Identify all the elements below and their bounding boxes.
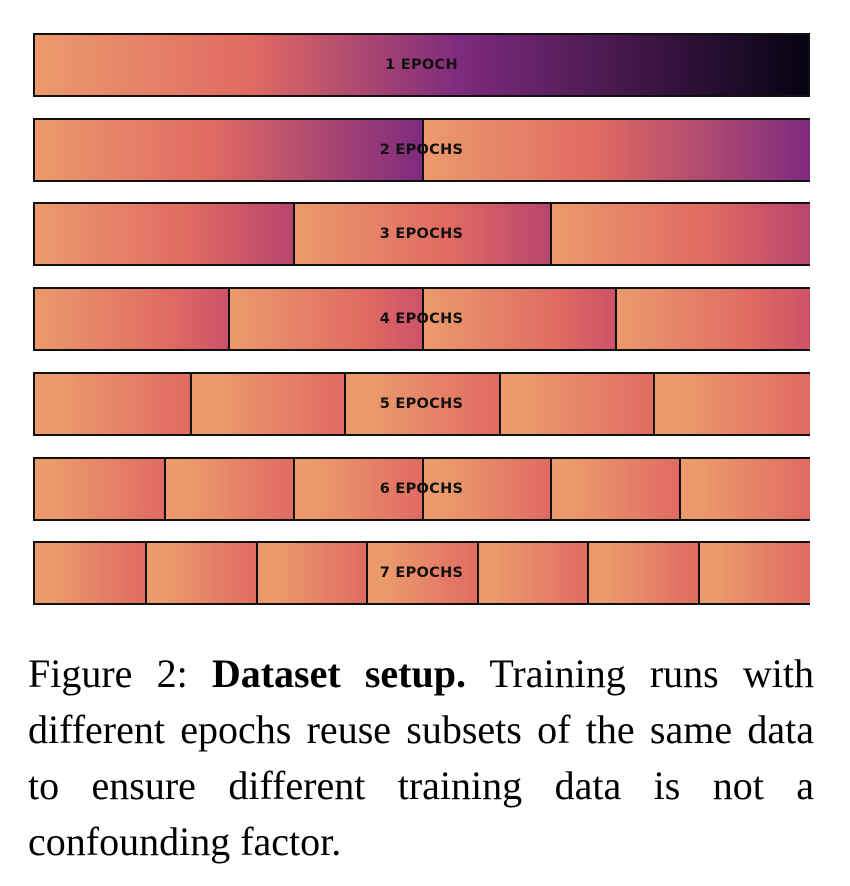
epoch-segment bbox=[35, 543, 146, 604]
epoch-segment bbox=[189, 373, 347, 434]
epoch-segment bbox=[35, 204, 293, 265]
epoch-segment bbox=[498, 373, 656, 434]
epoch-segment bbox=[366, 543, 479, 604]
epoch-bar-5: 5 EPOCHS bbox=[33, 371, 810, 436]
epoch-bar-3: 3 EPOCHS bbox=[33, 202, 810, 267]
epoch-segment bbox=[145, 543, 258, 604]
epoch-segment bbox=[550, 458, 682, 519]
epoch-segment bbox=[476, 543, 590, 604]
epoch-segment bbox=[421, 289, 617, 350]
epoch-bar-4: 4 EPOCHS bbox=[33, 287, 810, 352]
epoch-segment bbox=[35, 458, 164, 519]
caption-text: Training runs with different epochs reus… bbox=[28, 651, 815, 864]
epoch-segment bbox=[292, 458, 424, 519]
epoch-segment bbox=[421, 458, 553, 519]
dataset-setup-figure: 1 EPOCH 2 EPOCHS 3 EPOCHS 4 EPOCHS 5 EPOCHS 6… bbox=[33, 33, 811, 606]
epoch-segment bbox=[255, 543, 369, 604]
epoch-segment bbox=[653, 373, 810, 434]
epoch-segment bbox=[163, 458, 295, 519]
figure-caption: Figure 2: Dataset setup. Training runs w… bbox=[28, 646, 814, 870]
epoch-segment bbox=[697, 543, 811, 604]
epoch-bar-2: 2 EPOCHS bbox=[33, 117, 810, 182]
epoch-bar-7: 7 EPOCHS bbox=[33, 541, 811, 606]
epoch-bar-1: 1 EPOCH bbox=[33, 33, 810, 97]
epoch-bar-6: 6 EPOCHS bbox=[33, 456, 811, 521]
epoch-segment bbox=[587, 543, 700, 604]
epoch-segment bbox=[35, 373, 190, 434]
epoch-segment bbox=[614, 289, 810, 350]
epoch-segment bbox=[679, 458, 811, 519]
epoch-segment bbox=[421, 119, 810, 180]
caption-title: Dataset setup. bbox=[211, 651, 466, 696]
caption-prefix: Figure 2: bbox=[28, 651, 212, 696]
epoch-segment bbox=[550, 204, 810, 265]
epoch-segment bbox=[228, 289, 424, 350]
epoch-segment bbox=[35, 119, 422, 180]
epoch-segment bbox=[35, 289, 229, 350]
epoch-segment bbox=[344, 373, 501, 434]
epoch-segment bbox=[292, 204, 553, 265]
epoch-segment bbox=[35, 35, 808, 95]
